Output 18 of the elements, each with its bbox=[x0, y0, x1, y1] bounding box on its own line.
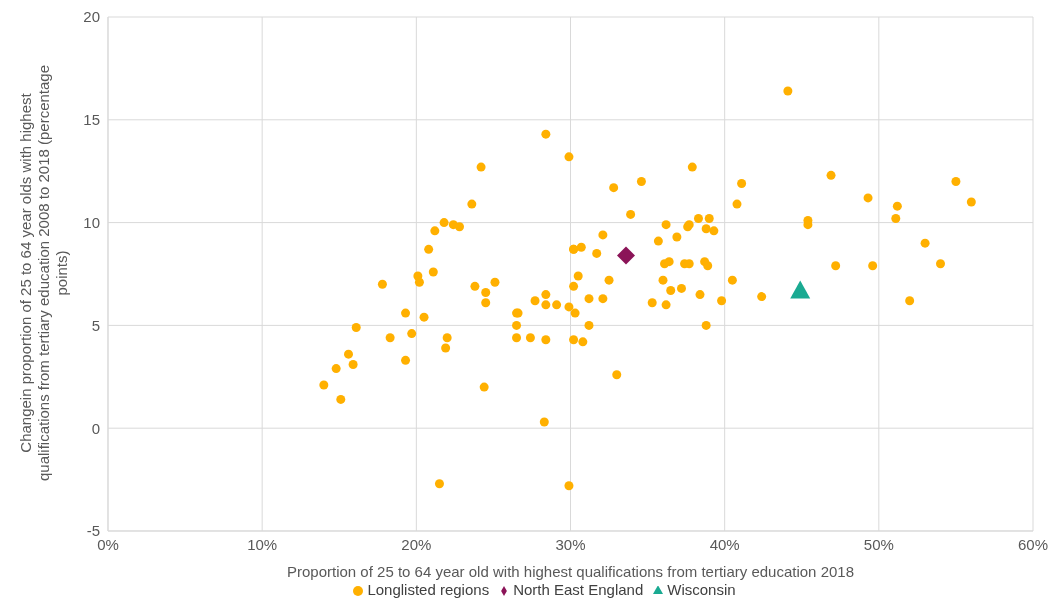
legend-label: Wisconsin bbox=[667, 581, 736, 598]
x-tick-label: 40% bbox=[709, 535, 740, 553]
y-axis-title: Changein proportion of 25 to 64 year olds with highest qualifications from tertiary education 2008 to 2018 (percentage points) bbox=[17, 63, 71, 483]
y-tick-label: 20 bbox=[83, 8, 100, 26]
y-tick-label: 0 bbox=[91, 419, 100, 437]
y-tick-label: -5 bbox=[86, 522, 100, 540]
y-tick-label: 10 bbox=[83, 213, 100, 231]
legend-label: North East England bbox=[513, 581, 644, 598]
x-tick-label: 60% bbox=[1017, 535, 1049, 553]
x-axis-title: Proportion of 25 to 64 year old with highest qualifications from tertiary education 2018 bbox=[287, 563, 854, 580]
legend-label: Longlisted regions bbox=[367, 581, 490, 598]
y-tick-label: 15 bbox=[83, 111, 100, 129]
x-tick-label: 10% bbox=[247, 535, 278, 553]
x-tick-label: 20% bbox=[401, 535, 432, 553]
y-tick-label: 5 bbox=[91, 316, 100, 334]
x-tick-label: 30% bbox=[555, 535, 586, 553]
x-tick-label: 0% bbox=[97, 535, 119, 553]
x-tick-label: 50% bbox=[863, 535, 894, 553]
